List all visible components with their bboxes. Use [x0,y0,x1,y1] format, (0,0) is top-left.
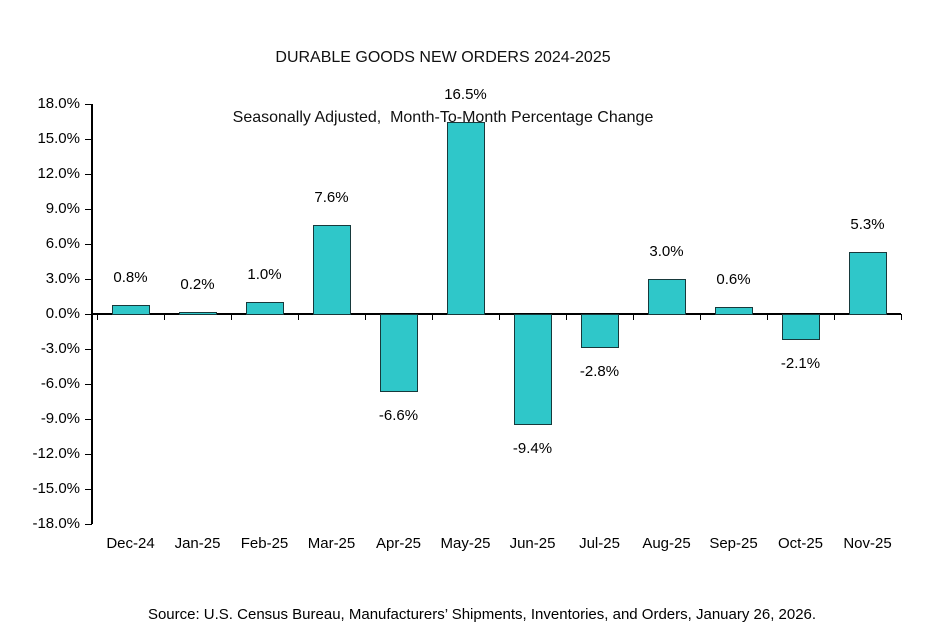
x-axis-label: Jan-25 [174,535,221,552]
y-axis-tick [85,103,92,105]
y-axis-tick [85,383,92,385]
bar-oct-25 [781,314,820,340]
x-axis-label: Oct-25 [777,535,823,552]
x-axis-label: Aug-25 [642,535,691,552]
y-axis-label: -6.0% [40,375,80,392]
bar-value-label: 1.0% [247,266,282,284]
x-axis-tick [364,314,366,320]
bar-value-label: 5.3% [850,216,885,234]
bar-apr-25 [379,314,418,392]
x-axis-label: May-25 [440,535,491,552]
y-axis-label: 15.0% [37,130,80,147]
x-axis-label: Jun-25 [509,535,556,552]
x-axis-zero-line [91,313,901,315]
bar-jan-25 [178,311,217,315]
bar-may-25 [446,121,485,315]
chart-title: DURABLE GOODS NEW ORDERS 2024-2025 [275,49,611,66]
bar-feb-25 [245,302,284,315]
x-axis-label: Nov-25 [843,535,892,552]
x-axis-tick [163,314,165,320]
y-axis-tick [85,208,92,210]
y-axis-label: 12.0% [37,165,80,182]
x-axis-label: Apr-25 [375,535,422,552]
bar-sep-25 [714,307,753,315]
y-axis-label: -3.0% [40,340,80,357]
x-axis-tick [900,314,902,320]
x-axis-label: Feb-25 [240,535,289,552]
y-axis-label: 9.0% [45,200,80,217]
y-axis-label: -9.0% [40,410,80,427]
y-axis-tick [85,243,92,245]
x-axis-tick [498,314,500,320]
y-axis-label: 0.0% [45,305,80,322]
x-axis-label: Jul-25 [579,535,620,552]
bar-value-label: 0.6% [716,271,751,288]
bar-value-label: 3.0% [649,243,684,260]
y-axis-label: 18.0% [37,95,80,112]
x-axis-tick [766,314,768,320]
bar-value-label: 0.8% [113,268,148,286]
y-axis-label: 3.0% [45,270,80,287]
bar-value-label: -2.1% [780,354,821,372]
bar-nov-25 [848,252,887,315]
bar-value-label: 0.2% [180,275,215,293]
chart-title-block: DURABLE GOODS NEW ORDERS 2024-2025 Seaso… [0,10,886,166]
bar-value-label: -6.6% [378,407,419,424]
y-axis-tick [85,173,92,175]
bar-mar-25 [312,225,351,315]
x-axis-tick [297,314,299,320]
y-axis-tick [85,488,92,490]
y-axis-label: -12.0% [32,445,80,462]
bar-value-label: 16.5% [444,85,487,103]
x-axis-label: Mar-25 [307,535,356,552]
y-axis-label: -18.0% [32,515,80,532]
x-axis-label: Dec-24 [106,535,155,552]
y-axis-tick [85,348,92,350]
x-axis-tick [632,314,634,320]
x-axis-tick [230,314,232,320]
y-axis-tick [85,313,92,315]
bar-jun-25 [513,314,552,425]
y-axis-tick [85,523,92,525]
x-axis-tick [833,314,835,320]
bar-value-label: 7.6% [314,189,349,207]
y-axis-tick [85,278,92,280]
x-axis-tick [96,314,98,320]
bar-dec-24 [111,304,150,315]
y-axis-label: -15.0% [32,480,80,497]
source-note: Source: U.S. Census Bureau, Manufacturer… [147,606,817,623]
y-axis-tick [85,453,92,455]
x-axis-tick [699,314,701,320]
x-axis-tick [565,314,567,320]
y-axis-tick [85,418,92,420]
y-axis-label: 6.0% [45,235,80,252]
y-axis-tick [85,138,92,140]
x-axis-tick [431,314,433,320]
x-axis-label: Sep-25 [709,535,758,552]
bar-value-label: -9.4% [512,439,553,457]
bar-jul-25 [580,314,619,348]
bar-aug-25 [647,279,686,315]
bar-value-label: -2.8% [579,362,620,380]
